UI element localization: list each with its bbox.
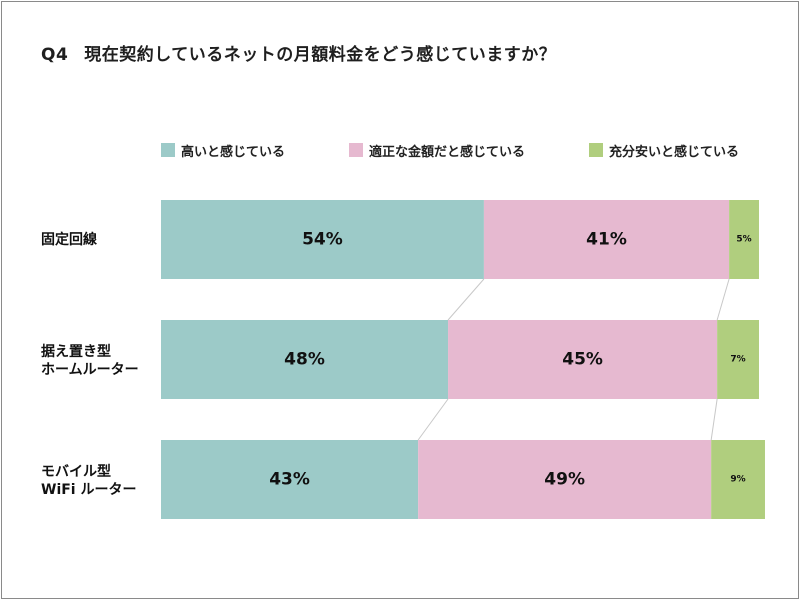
legend-label-fair: 適正な金額だと感じている	[369, 144, 526, 160]
legend-swatch-cheap	[589, 143, 603, 157]
data-label-fair: 49%	[544, 470, 585, 490]
bar-segment-high	[161, 320, 449, 399]
category-label-mobile-wifi: モバイル型 WiFi ルーター	[41, 464, 137, 498]
legend-swatch-high	[161, 143, 175, 157]
connector-line	[417, 398, 449, 441]
connector-line	[447, 278, 485, 321]
bar-segment-cheap	[717, 320, 759, 399]
data-label-cheap: 9%	[730, 475, 745, 485]
legend-label-high: 高いと感じている	[181, 144, 286, 160]
bar-segment-fair	[448, 320, 718, 399]
bar-segment-fair	[418, 440, 712, 519]
connector-line	[710, 398, 718, 441]
legend-item-high: 高いと感じている	[161, 141, 286, 160]
data-label-fair: 41%	[586, 230, 627, 250]
bar-segment-high	[161, 440, 419, 519]
data-label-high: 48%	[284, 350, 325, 370]
legend-label-cheap: 充分安いと感じている	[609, 144, 740, 160]
legend-item-fair: 適正な金額だと感じている	[349, 141, 526, 160]
bar-segment-cheap	[729, 200, 759, 279]
data-label-high: 54%	[302, 230, 343, 250]
bar-segment-fair	[483, 200, 730, 279]
data-label-cheap: 5%	[736, 235, 751, 245]
chart-title: Q4 現在契約しているネットの月額料金をどう感じていますか？	[41, 40, 556, 65]
legend-swatch-fair	[349, 143, 363, 157]
data-label-cheap: 7%	[730, 355, 745, 365]
data-label-fair: 45%	[562, 350, 603, 370]
bar-segment-cheap	[711, 440, 765, 519]
data-label-high: 43%	[269, 470, 310, 490]
connector-line	[716, 278, 730, 321]
bar-segment-high	[161, 200, 484, 279]
question-number: Q4	[41, 45, 69, 65]
legend-item-cheap: 充分安いと感じている	[589, 141, 740, 160]
category-label-fixed-line: 固定回線	[41, 232, 97, 248]
category-label-home-router: 据え置き型 ホームルーター	[41, 344, 139, 378]
question-text: 現在契約しているネットの月額料金をどう感じていますか？	[84, 45, 557, 65]
